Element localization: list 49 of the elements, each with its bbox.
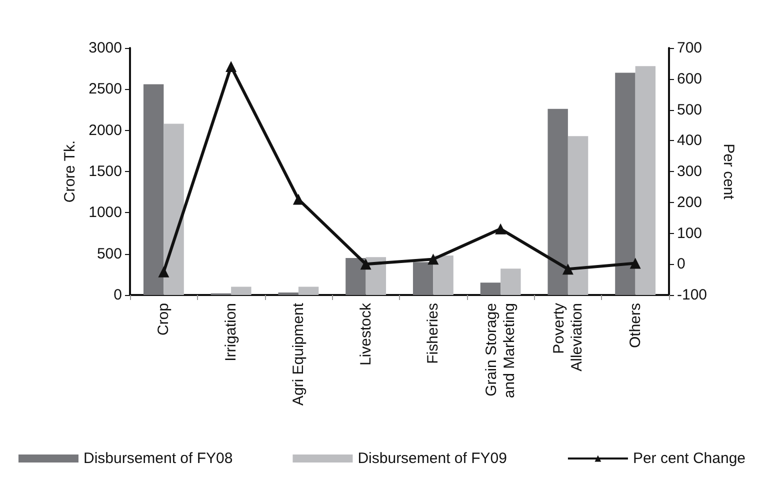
bar (635, 66, 656, 295)
bar (615, 72, 636, 295)
bar (480, 282, 501, 295)
y2-tick-label: 100 (677, 224, 702, 242)
x-tick-label: Crop (155, 303, 172, 336)
y2-tick-label: 400 (677, 132, 702, 150)
legend-label: Disbursement of FY09 (358, 450, 507, 467)
x-tick-label: Agri Equipment (290, 302, 307, 406)
x-tick-label: Irrigation (222, 303, 240, 362)
y2-tick-label: 200 (677, 194, 702, 211)
y2-tick-label: 500 (677, 101, 702, 118)
y2-tick-label: 300 (677, 163, 702, 180)
y2-axis-title: Per cent (720, 144, 737, 200)
bar (298, 286, 319, 295)
x-tick-label: Others (626, 303, 644, 348)
point (495, 223, 506, 234)
x-tick-label: Grain Storage and Marketing (483, 303, 518, 398)
y-tick-label: 2500 (88, 80, 122, 98)
y-tick-label: 500 (96, 245, 122, 262)
point (630, 258, 641, 269)
y2-tick-label: 700 (677, 40, 702, 56)
bar (164, 124, 184, 295)
y-tick-label: 1000 (88, 204, 122, 222)
bar (231, 286, 252, 295)
point (158, 266, 170, 278)
y2-tick-label: -100 (677, 286, 708, 304)
bar (500, 268, 521, 295)
point (292, 194, 304, 205)
bar (548, 108, 568, 295)
point (562, 264, 574, 275)
x-tick-label: Livestock (357, 302, 374, 366)
point (428, 254, 439, 265)
bar (412, 262, 434, 295)
y-tick-label: 1500 (88, 163, 122, 180)
legend-label: Per cent Change (632, 450, 746, 467)
legend-label: Disbursement of FY08 (83, 450, 233, 467)
bar (143, 84, 164, 295)
point (360, 258, 372, 270)
y2-tick-label: 600 (677, 70, 702, 88)
point (226, 61, 237, 72)
bar (346, 258, 366, 295)
bar (433, 255, 454, 295)
bar (568, 136, 588, 295)
y2-tick-label: 0 (677, 256, 686, 273)
x-tick-label: Fisheries (424, 303, 442, 364)
y-axis-title: Crore Tk. (62, 140, 79, 203)
y-tick-label: 2000 (88, 122, 122, 139)
y-tick-label: 3000 (88, 40, 122, 56)
y-tick-label: 0 (114, 286, 122, 304)
